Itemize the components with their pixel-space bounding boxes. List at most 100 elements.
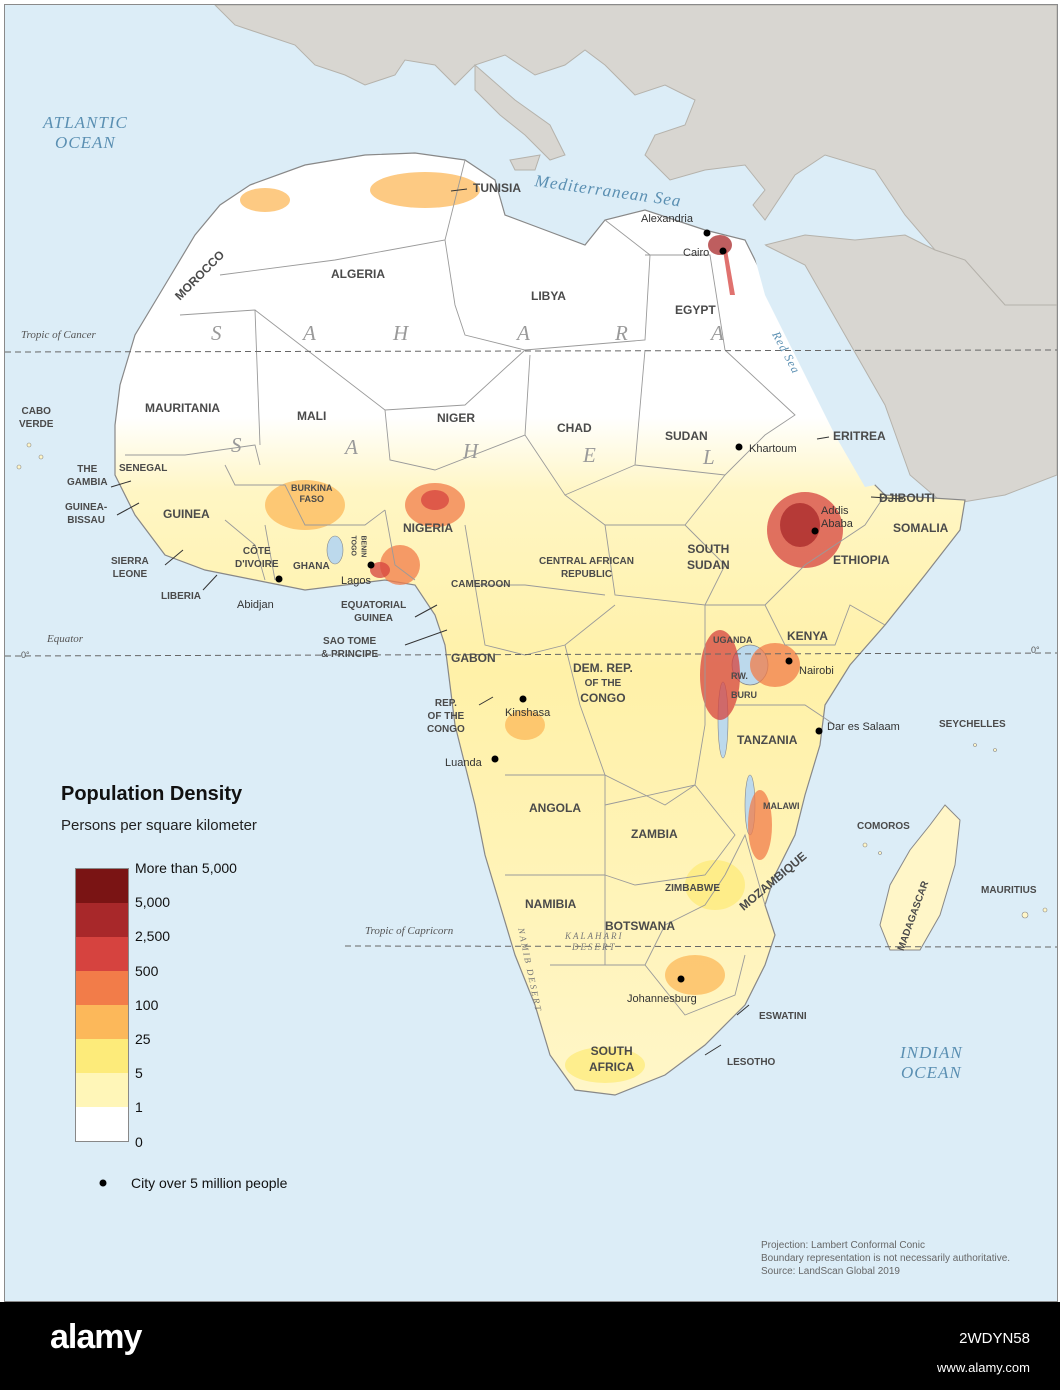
africa-landmass <box>114 152 966 1096</box>
projection-note: Projection: Lambert Conformal Conic <box>761 1240 925 1251</box>
map-notes: Projection: Lambert Conformal Conic Boun… <box>761 1239 1010 1278</box>
country-central-african-republic: CENTRAL AFRICAN REPUBLIC <box>539 556 634 580</box>
country-ghana: GHANA <box>293 561 330 572</box>
country-guinea: GUINEA <box>163 507 210 521</box>
country-niger: NIGER <box>437 411 476 425</box>
country-egypt: EGYPT <box>675 303 716 317</box>
country-senegal: SENEGAL <box>119 463 168 474</box>
city-dar-es-salaam-label: Dar es Salaam <box>827 721 900 733</box>
country-rep-congo: REP. OF THE CONGO <box>427 698 465 735</box>
tropic-of-capricorn-label: Tropic of Capricorn <box>365 925 454 937</box>
equator-degree-right: 0° <box>1031 645 1040 655</box>
legend-city-symbol <box>99 1179 107 1187</box>
footer-bar <box>0 1302 1060 1390</box>
country-equatorial-guinea: EQUATORIAL GUINEA <box>341 600 407 624</box>
country-mauritania: MAURITANIA <box>145 401 221 415</box>
city-dot-dar-es-salaam <box>815 727 823 735</box>
city-dots <box>275 229 823 983</box>
city-dot-alexandria <box>703 229 711 237</box>
country-cameroon: CAMEROON <box>451 579 511 590</box>
legend-class-label: 500 <box>135 962 159 979</box>
country-namibia: NAMIBIA <box>525 897 577 911</box>
legend-swatch <box>76 937 128 971</box>
city-dot-khartoum <box>735 443 743 451</box>
arabian-peninsula <box>763 234 1057 506</box>
city-nairobi-label: Nairobi <box>799 665 834 677</box>
country-nigeria: NIGERIA <box>403 521 454 535</box>
country-eritrea: ERITREA <box>833 429 886 443</box>
tropic-of-cancer-label: Tropic of Cancer <box>21 329 96 341</box>
islands <box>16 442 1048 919</box>
country-malawi: MALAWI <box>763 801 800 811</box>
legend-subtitle: Persons per square kilometer <box>61 817 257 834</box>
sicily <box>509 154 541 171</box>
equator-degree-left: 0° <box>21 650 30 660</box>
legend-swatch <box>76 903 128 937</box>
city-dot-abidjan <box>275 575 283 583</box>
legend-class-label: 5 <box>135 1065 143 1082</box>
country-burundi: BURU <box>731 690 757 700</box>
country-lesotho: LESOTHO <box>727 1057 776 1068</box>
boundary-note: Boundary representation is not necessari… <box>761 1253 1011 1264</box>
lake-volta <box>326 535 344 565</box>
country-south-sudan: SOUTH SUDAN <box>687 542 730 572</box>
city-khartoum-label: Khartoum <box>749 443 797 455</box>
country-liberia: LIBERIA <box>161 591 201 602</box>
country-guinea-bissau: GUINEA- BISSAU <box>65 502 108 526</box>
image-id: 2WDYN58 <box>959 1330 1030 1347</box>
legend-class-label: 5,000 <box>135 894 171 911</box>
country-cabo-verde: CABO VERDE <box>19 406 54 430</box>
legend-color-ramp <box>75 868 129 1142</box>
legend-swatch <box>76 1073 128 1107</box>
country-borders <box>125 159 886 1016</box>
country-angola: ANGOLA <box>529 801 581 815</box>
city-dot-kinshasa <box>519 695 527 703</box>
tropic-of-capricorn-line <box>344 945 1057 948</box>
country-zambia: ZAMBIA <box>631 827 678 841</box>
map-frame: ATLANTIC OCEAN Mediterranean Sea Red Sea … <box>4 4 1058 1302</box>
country-gabon: GABON <box>451 651 496 665</box>
city-dot-addis-ababa <box>811 527 819 535</box>
madagascar-landmass <box>879 804 961 951</box>
indian-ocean-label: INDIAN OCEAN <box>900 1043 963 1082</box>
legend-swatch <box>76 971 128 1005</box>
country-libya: LIBYA <box>531 289 566 303</box>
country-ethiopia: ETHIOPIA <box>833 553 890 567</box>
country-sao-tome-principe: SAO TOME & PRINCIPE <box>321 636 379 660</box>
city-dot-johannesburg <box>677 975 685 983</box>
country-botswana: BOTSWANA <box>605 919 675 933</box>
country-burkina-faso: BURKINA FASO <box>291 483 333 504</box>
city-addis-ababa-label: Addis Ababa <box>821 505 853 530</box>
country-somalia: SOMALIA <box>893 521 949 535</box>
country-cote-divoire: CÔTE D'IVOIRE <box>235 546 279 570</box>
country-eswatini: ESWATINI <box>759 1011 807 1022</box>
country-uganda: UGANDA <box>713 635 753 645</box>
europe-landmass <box>214 5 1057 306</box>
legend-swatch <box>76 869 128 903</box>
country-sudan: SUDAN <box>665 429 708 443</box>
legend-class-label: 0 <box>135 1133 143 1150</box>
country-zimbabwe: ZIMBABWE <box>665 883 720 894</box>
country-rwanda: RW. <box>731 671 748 681</box>
city-dot-cairo <box>719 247 727 255</box>
city-luanda-label: Luanda <box>445 757 482 769</box>
legend-title: Population Density <box>61 783 243 805</box>
italy <box>474 63 566 161</box>
country-the-gambia: THE GAMBIA <box>67 464 108 488</box>
country-south-africa: SOUTH AFRICA <box>589 1044 635 1074</box>
country-mauritius: MAURITIUS <box>981 885 1037 896</box>
country-comoros: COMOROS <box>857 821 910 832</box>
country-tunisia: TUNISIA <box>473 181 521 195</box>
legend-class-label: More than 5,000 <box>135 860 237 876</box>
legend-swatch <box>76 1005 128 1039</box>
leader-lines <box>110 188 904 1056</box>
legend-swatch <box>76 1039 128 1073</box>
country-djibouti: DJIBOUTI <box>879 491 936 505</box>
country-drc: DEM. REP. OF THE CONGO <box>573 661 633 705</box>
country-kenya: KENYA <box>787 629 828 643</box>
city-lagos-label: Lagos <box>341 575 371 587</box>
city-alexandria-label: Alexandria <box>641 213 693 225</box>
red-sea <box>750 240 875 487</box>
legend-class-label: 25 <box>135 1031 151 1047</box>
country-algeria: ALGERIA <box>331 267 385 281</box>
